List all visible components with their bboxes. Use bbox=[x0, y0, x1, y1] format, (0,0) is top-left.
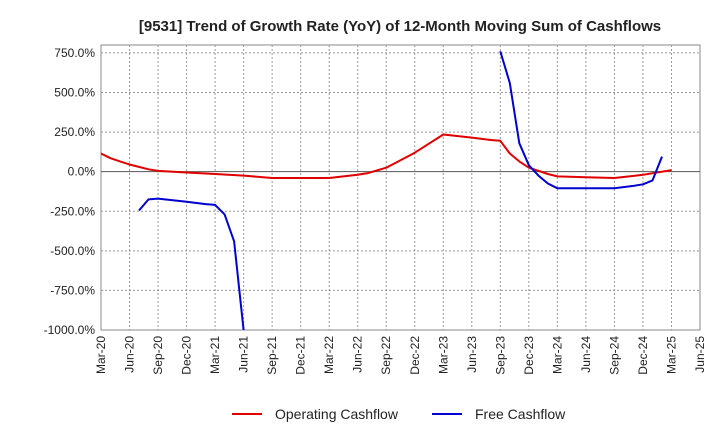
x-tick-label: Mar-21 bbox=[208, 336, 222, 374]
y-tick-label: 750.0% bbox=[54, 46, 95, 60]
free-cashflow-line bbox=[499, 51, 663, 190]
series-layer bbox=[101, 51, 672, 330]
x-tick-label: Jun-25 bbox=[693, 336, 707, 373]
y-tick-label: 500.0% bbox=[54, 86, 95, 100]
y-tick-label: 250.0% bbox=[54, 125, 95, 139]
x-tick-label: Sep-24 bbox=[607, 336, 621, 375]
chart-title: [9531] Trend of Growth Rate (YoY) of 12-… bbox=[139, 18, 661, 35]
operating-cashflow-line bbox=[101, 133, 672, 179]
x-tick-label: Mar-24 bbox=[550, 336, 564, 374]
legend: Operating Cashflow Free Cashflow bbox=[232, 406, 566, 422]
y-tick-label: -750.0% bbox=[50, 283, 95, 297]
legend-label-operating-cashflow: Operating Cashflow bbox=[275, 406, 399, 422]
x-tick-label: Dec-23 bbox=[522, 336, 536, 375]
x-tick-label: Sep-21 bbox=[265, 336, 279, 375]
x-tick-label: Dec-24 bbox=[636, 336, 650, 375]
x-tick-label: Dec-21 bbox=[294, 336, 308, 375]
x-axis: Mar-20 Jun-20 Sep-20 Dec-20 Mar-21 Jun-21 Sep-… bbox=[94, 336, 707, 375]
y-axis: 750.0% 500.0% 250.0% 0.0% -250.0% -500.0% -750… bbox=[44, 46, 96, 337]
y-tick-label: -250.0% bbox=[50, 204, 95, 218]
x-tick-label: Jun-24 bbox=[579, 336, 593, 373]
x-tick-label: Jun-21 bbox=[237, 336, 251, 373]
x-tick-label: Jun-22 bbox=[351, 336, 365, 373]
x-tick-label: Mar-22 bbox=[322, 336, 336, 374]
x-tick-label: Mar-23 bbox=[436, 336, 450, 374]
x-tick-label: Mar-20 bbox=[94, 336, 108, 374]
free-cashflow-line bbox=[138, 197, 245, 330]
x-tick-label: Jun-23 bbox=[465, 336, 479, 373]
x-tick-label: Dec-20 bbox=[180, 336, 194, 375]
y-tick-label: -500.0% bbox=[50, 244, 95, 258]
x-tick-label: Dec-22 bbox=[408, 336, 422, 375]
y-tick-label: 0.0% bbox=[68, 165, 96, 179]
x-tick-label: Sep-20 bbox=[151, 336, 165, 375]
x-tick-label: Sep-23 bbox=[493, 336, 507, 375]
x-tick-label: Mar-25 bbox=[664, 336, 678, 374]
x-tick-label: Sep-22 bbox=[379, 336, 393, 375]
y-tick-label: -1000.0% bbox=[44, 323, 96, 337]
legend-label-free-cashflow: Free Cashflow bbox=[475, 406, 566, 422]
x-tick-label: Jun-20 bbox=[123, 336, 137, 373]
